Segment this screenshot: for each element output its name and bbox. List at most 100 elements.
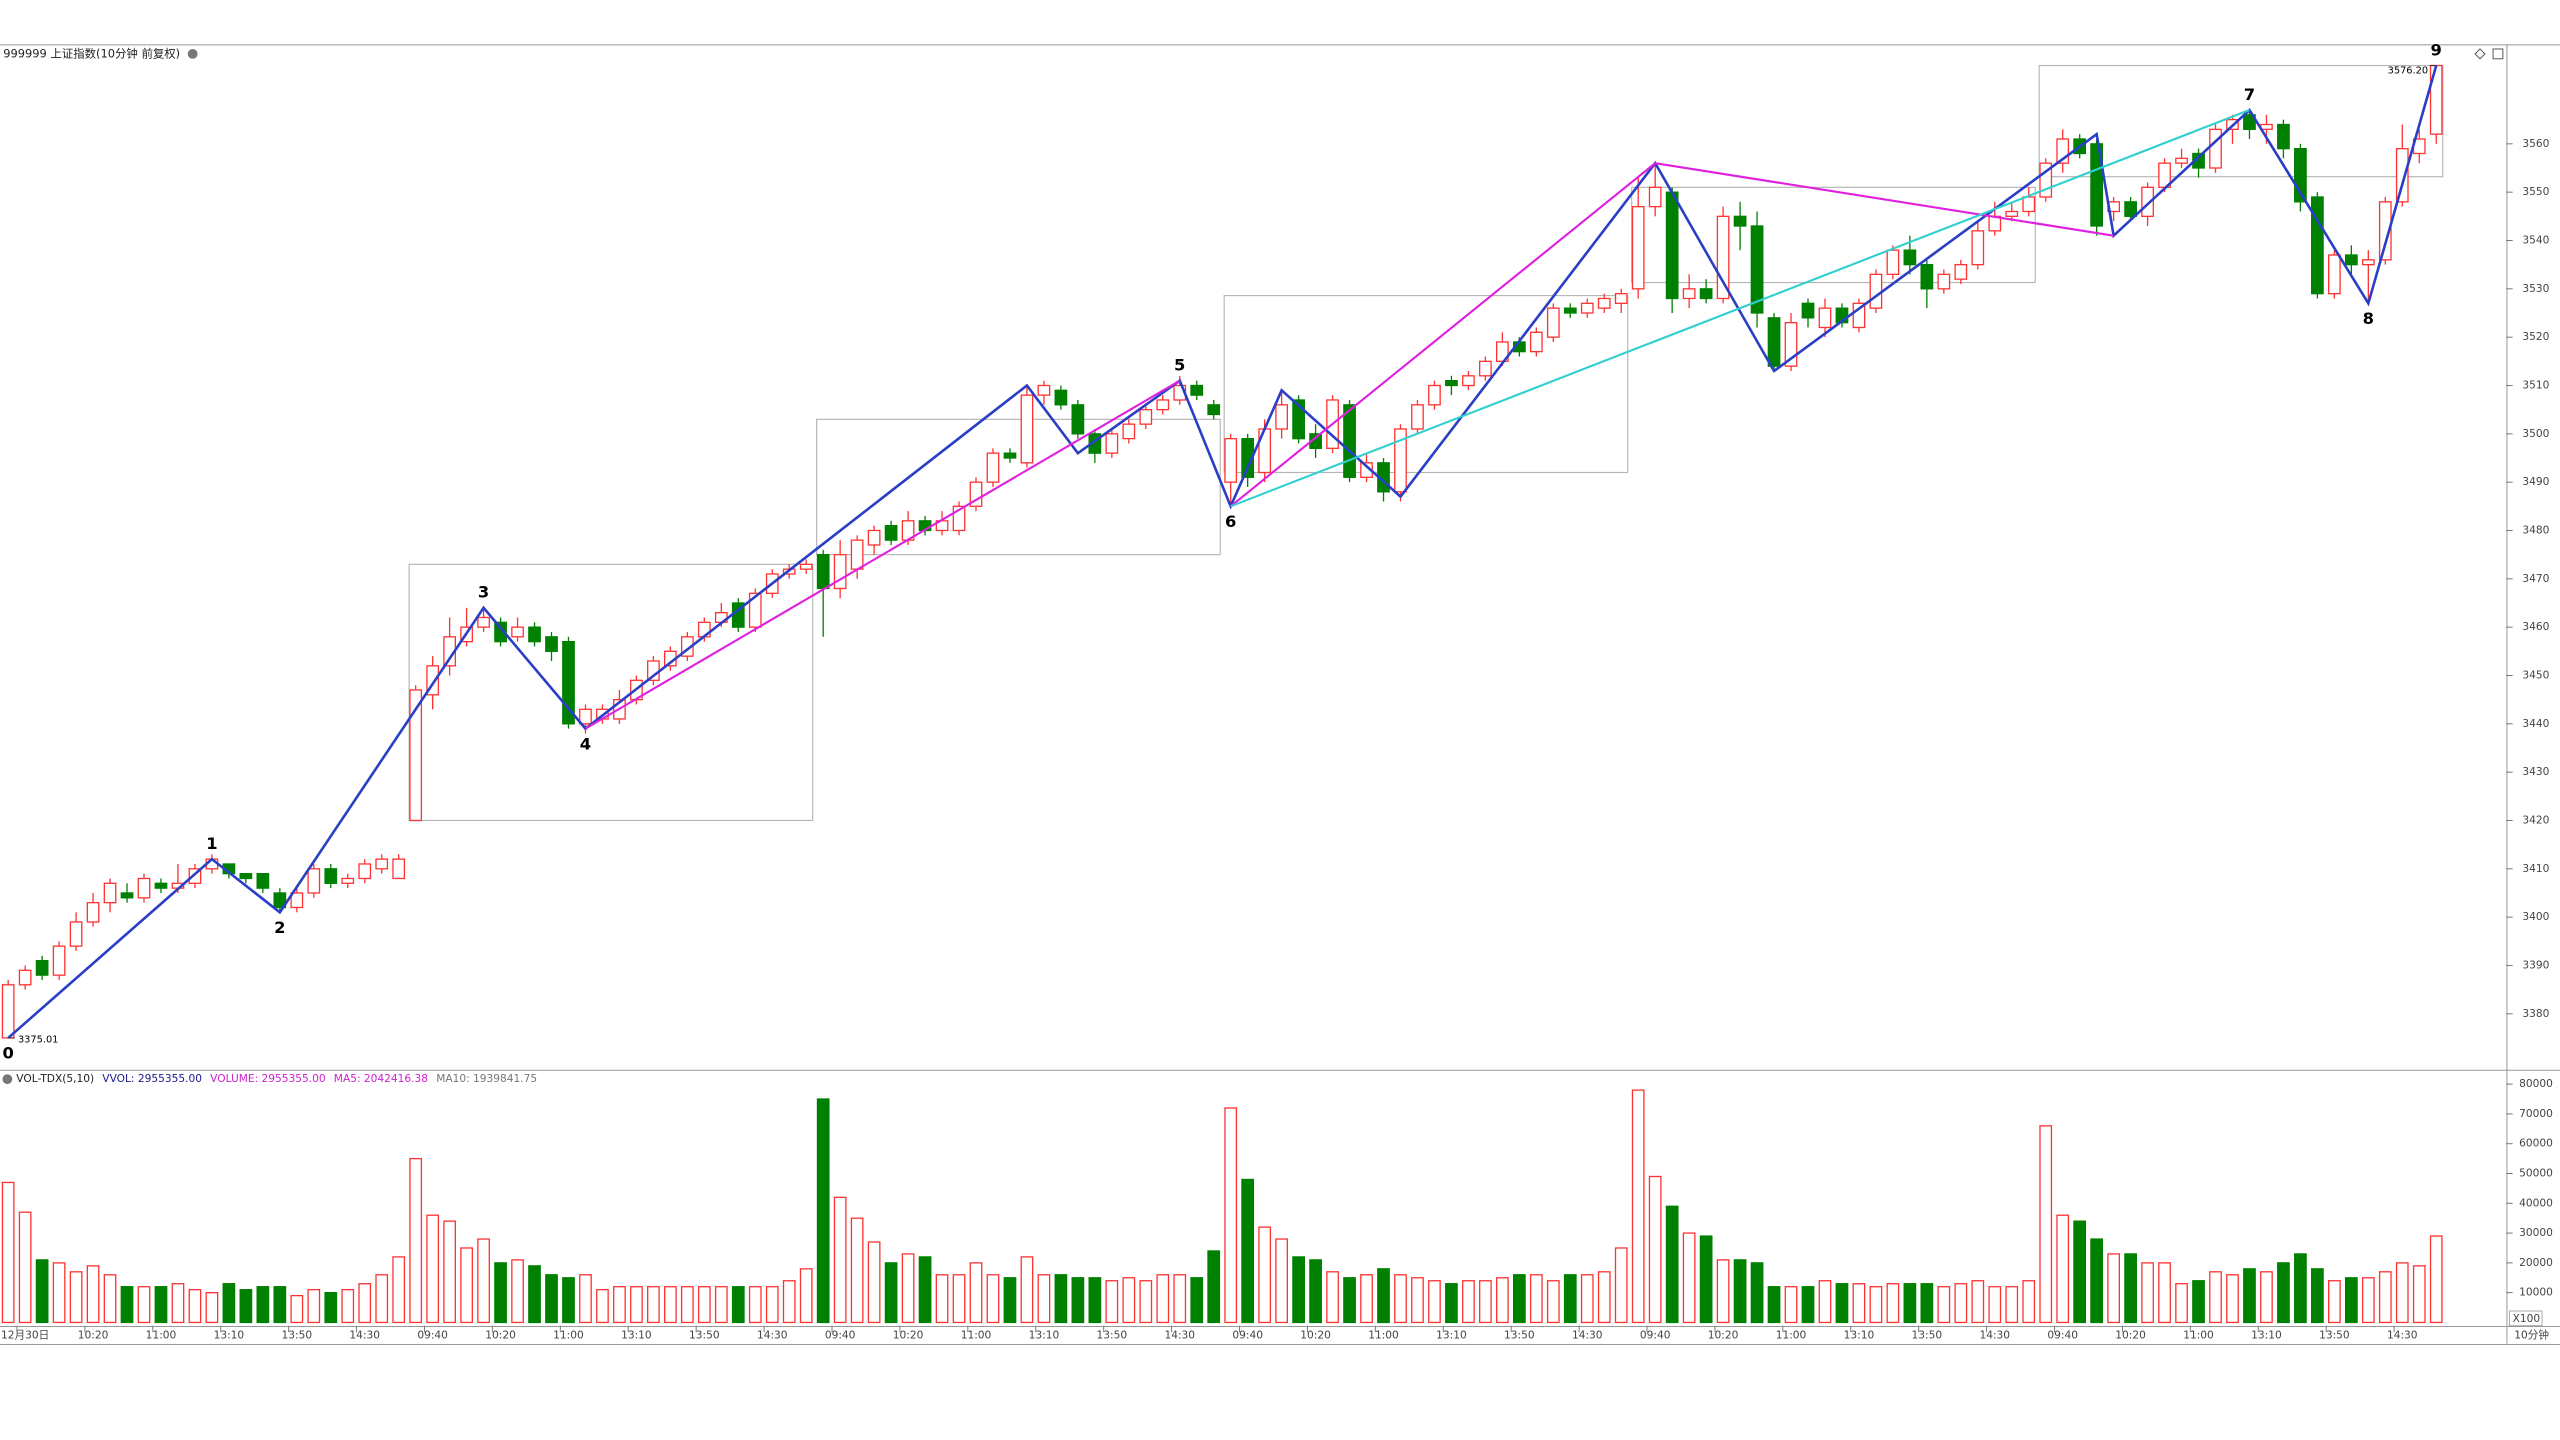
- y-tick-label: 3540: [2522, 233, 2549, 246]
- candle-body: [1122, 423, 1136, 440]
- window-icon[interactable]: [2492, 48, 2504, 60]
- candle-body: [1716, 215, 1730, 300]
- y-tick-label: 30000: [2519, 1226, 2553, 1239]
- candle-body: [375, 858, 389, 870]
- volume-bar: [765, 1286, 779, 1324]
- x-tick-label: 11:00: [1776, 1329, 1807, 1342]
- trend-line: [1230, 162, 1656, 508]
- candle-body: [1156, 399, 1170, 411]
- candle-body: [2311, 196, 2324, 295]
- x-tick-label: 13:10: [621, 1329, 652, 1342]
- volume-bar: [256, 1286, 270, 1324]
- x-tick-label: 14:30: [349, 1329, 380, 1342]
- volume-bar: [137, 1286, 151, 1324]
- volume-bar: [1546, 1280, 1560, 1324]
- volume-bar: [680, 1286, 694, 1324]
- candle-body: [1750, 225, 1764, 314]
- diamond-icon[interactable]: [2474, 48, 2486, 60]
- x-tick-label: 09:40: [825, 1329, 856, 1342]
- candle-body: [1190, 384, 1204, 396]
- volume-bar: [2175, 1283, 2188, 1324]
- chart-title: 999999 上证指数(10分钟 前复权): [3, 46, 180, 60]
- volume-bar: [1614, 1247, 1628, 1324]
- volume-bar: [1580, 1274, 1594, 1324]
- volume-bar: [1479, 1280, 1492, 1324]
- x-tick-label: 10:20: [1708, 1329, 1739, 1342]
- volume-bar: [2090, 1238, 2104, 1324]
- wave-label: 1: [206, 834, 217, 853]
- volume-bar: [1258, 1226, 1272, 1324]
- candle-body: [2277, 123, 2290, 150]
- volume-bar: [426, 1214, 440, 1324]
- volume-bar: [850, 1217, 864, 1324]
- wave-label: 3: [478, 583, 489, 602]
- volume-bar: [341, 1289, 355, 1324]
- volume-bar: [2412, 1265, 2426, 1324]
- candle-body: [1462, 375, 1475, 387]
- candle-body: [1682, 288, 1696, 300]
- volume-bar: [1869, 1286, 1883, 1324]
- candle-body: [1224, 438, 1238, 483]
- wave-label: 9: [2431, 40, 2442, 59]
- volume-bar: [1733, 1259, 1747, 1324]
- candle-body: [494, 621, 507, 643]
- y-tick-label: 3510: [2522, 378, 2549, 391]
- x-tick-label: 13:50: [2319, 1329, 2350, 1342]
- x-tick-label: 13:50: [282, 1329, 313, 1342]
- indicator-icon[interactable]: [2, 1074, 13, 1085]
- volume-bar: [1784, 1286, 1798, 1324]
- y-tick-label: 3460: [2522, 620, 2549, 633]
- candle-body: [392, 858, 406, 880]
- volume-bar: [1699, 1235, 1713, 1324]
- volume-bar: [494, 1262, 507, 1324]
- volume-bar: [545, 1274, 558, 1324]
- volume-bar: [935, 1274, 949, 1324]
- volume-bar: [731, 1286, 745, 1324]
- candle-body: [545, 636, 558, 652]
- x-tick-label: 11:00: [2183, 1329, 2214, 1342]
- volume-bar: [1597, 1271, 1611, 1324]
- candle-body: [2243, 114, 2256, 130]
- volume-bar: [1428, 1280, 1441, 1324]
- y-tick-label: 3530: [2522, 282, 2549, 295]
- y-tick-label: 20000: [2519, 1256, 2553, 1269]
- volume-bar: [1818, 1280, 1832, 1324]
- volume-bar: [409, 1157, 423, 1324]
- candle-body: [409, 689, 423, 822]
- candle-body: [1852, 302, 1866, 329]
- candle-body: [290, 892, 304, 909]
- volume-bar: [2192, 1280, 2205, 1324]
- indicator-legend: VOLUME: 2955355.00: [210, 1072, 326, 1085]
- volume-bar: [1445, 1283, 1458, 1324]
- volume-bar: [986, 1274, 1000, 1324]
- volume-bar: [664, 1286, 677, 1324]
- settings-icon[interactable]: [187, 48, 198, 59]
- volume-bar: [1020, 1256, 1034, 1324]
- volume-bar: [103, 1274, 117, 1324]
- x-tick-label: 14:30: [2387, 1329, 2418, 1342]
- volume-bar: [171, 1283, 185, 1324]
- x-tick-label: 13:50: [689, 1329, 720, 1342]
- x-tick-label: 09:40: [1640, 1329, 1671, 1342]
- candle-body: [2378, 201, 2392, 261]
- volume-bar: [273, 1286, 287, 1324]
- volume-bar: [528, 1265, 541, 1324]
- candle-body: [1954, 264, 1968, 280]
- volume-bar: [2158, 1262, 2171, 1324]
- volume-bar: [2039, 1125, 2053, 1324]
- candle-body: [850, 539, 864, 570]
- volume-bar: [1988, 1286, 2002, 1324]
- volume-bar: [2056, 1214, 2070, 1324]
- candle-body: [2005, 210, 2019, 217]
- volume-bar: [35, 1259, 49, 1324]
- price-label: 3576.20: [2388, 65, 2428, 76]
- volume-bar: [2209, 1271, 2222, 1324]
- indicator-legend: MA10: 1939841.75: [436, 1072, 537, 1085]
- y-tick-label: 3450: [2522, 668, 2549, 681]
- x-tick-label: 13:10: [214, 1329, 245, 1342]
- volume-bar: [1309, 1259, 1322, 1324]
- x-tick-label: 13:50: [1097, 1329, 1128, 1342]
- volume-bar: [2107, 1253, 2120, 1324]
- volume-bar: [714, 1286, 728, 1324]
- volume-bar: [799, 1268, 813, 1324]
